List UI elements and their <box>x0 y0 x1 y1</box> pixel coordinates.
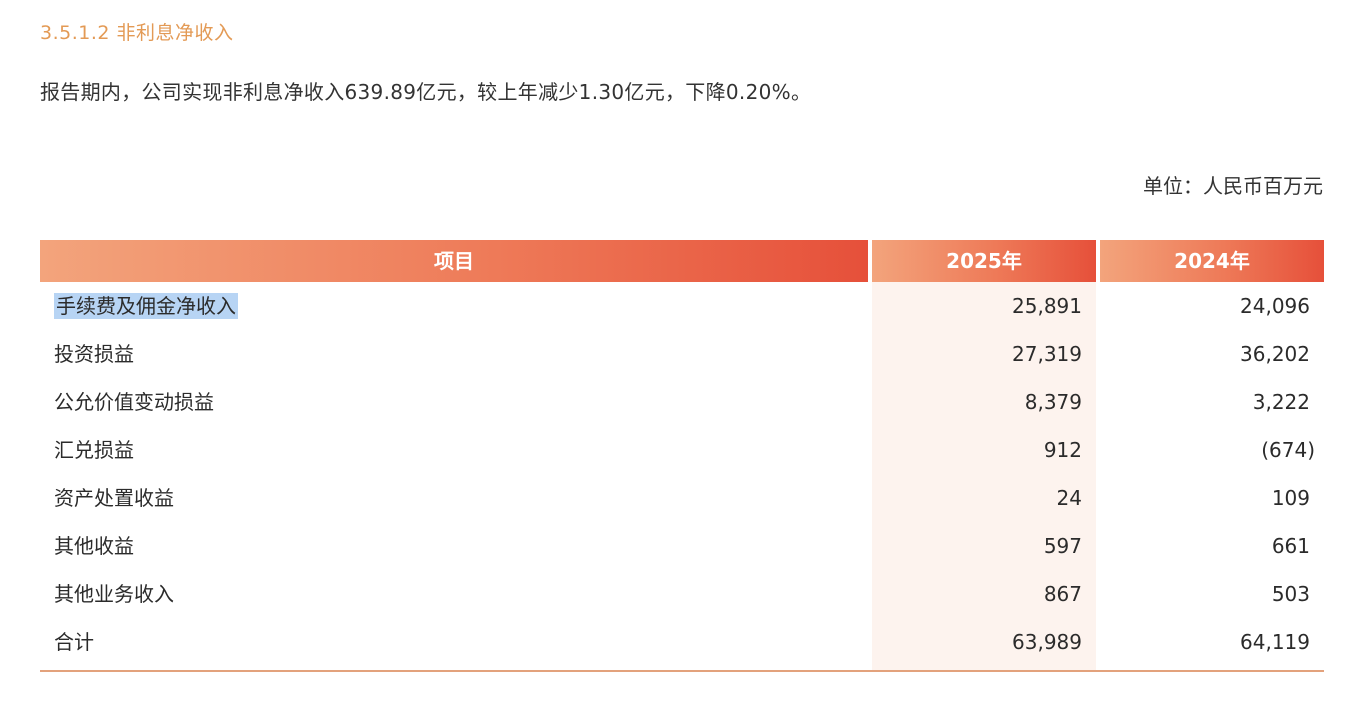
value-2025: 63,989 <box>1012 630 1082 654</box>
value-2025: 24 <box>1056 486 1082 510</box>
value-2024: 3,222 <box>1252 390 1310 414</box>
value-2024: 24,096 <box>1240 294 1310 318</box>
unit-label: 单位：人民币百万元 <box>1143 174 1323 198</box>
table-row: 汇兑损益 912 (674) <box>40 426 1324 474</box>
row-label: 资产处置收益 <box>54 486 174 510</box>
value-2024: 64,119 <box>1240 630 1310 654</box>
table-row: 公允价值变动损益 8,379 3,222 <box>40 378 1324 426</box>
table-row: 资产处置收益 24 109 <box>40 474 1324 522</box>
header-2025: 2025年 <box>872 240 1096 282</box>
table-bottom-rule <box>40 670 1324 672</box>
value-2024: (674) <box>1261 438 1315 462</box>
value-2025: 867 <box>1043 582 1082 606</box>
value-2024: 661 <box>1271 534 1310 558</box>
value-2025: 8,379 <box>1024 390 1082 414</box>
value-2025: 597 <box>1043 534 1082 558</box>
row-label: 汇兑损益 <box>54 438 134 462</box>
value-2024: 109 <box>1271 486 1310 510</box>
table-header: 项目 2025年 2024年 <box>40 240 1324 282</box>
table-row-total: 合计 63,989 64,119 <box>40 618 1324 666</box>
table-row: 其他收益 597 661 <box>40 522 1324 570</box>
header-item: 项目 <box>40 240 868 282</box>
non-interest-income-table: 项目 2025年 2024年 手续费及佣金净收入 25,891 24,096 投… <box>40 240 1324 672</box>
table-row: 投资损益 27,319 36,202 <box>40 330 1324 378</box>
value-2024: 36,202 <box>1240 342 1310 366</box>
value-2025: 27,319 <box>1012 342 1082 366</box>
value-2024: 503 <box>1271 582 1310 606</box>
row-label: 其他收益 <box>54 534 134 558</box>
row-label: 其他业务收入 <box>54 582 174 606</box>
table-row: 手续费及佣金净收入 25,891 24,096 <box>40 282 1324 330</box>
value-2025: 25,891 <box>1012 294 1082 318</box>
header-2024: 2024年 <box>1100 240 1324 282</box>
section-title: 3.5.1.2 非利息净收入 <box>40 22 234 44</box>
summary-paragraph: 报告期内，公司实现非利息净收入639.89亿元，较上年减少1.30亿元，下降0.… <box>40 80 812 104</box>
selected-text[interactable]: 手续费及佣金净收入 <box>54 293 238 319</box>
column-2025-shading <box>872 280 1096 671</box>
value-2025: 912 <box>1043 438 1082 462</box>
row-label: 投资损益 <box>54 342 134 366</box>
row-label: 合计 <box>54 630 94 654</box>
table-row: 其他业务收入 867 503 <box>40 570 1324 618</box>
row-label[interactable]: 手续费及佣金净收入 <box>54 282 238 330</box>
row-label: 公允价值变动损益 <box>54 390 214 414</box>
